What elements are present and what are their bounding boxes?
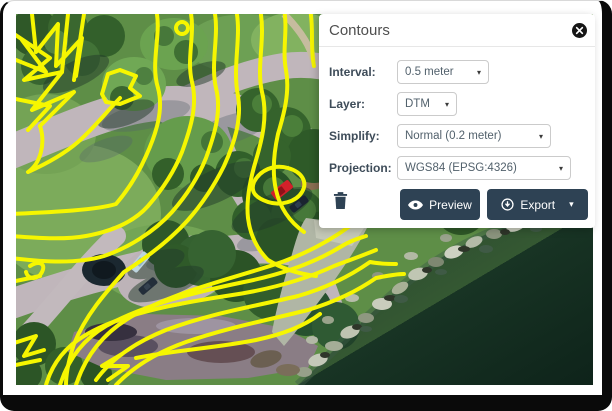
layer-row: Layer: DTM ▾ xyxy=(319,92,595,116)
simplify-select[interactable]: Normal (0.2 meter) ▾ xyxy=(397,124,551,148)
preview-label: Preview xyxy=(429,197,472,212)
dropdown-caret-icon: ▾ xyxy=(558,163,563,173)
layer-select[interactable]: DTM ▾ xyxy=(397,92,457,116)
panel-title: Contours xyxy=(329,22,390,39)
chevron-down-icon[interactable]: ▾ xyxy=(569,199,574,209)
projection-select[interactable]: WGS84 (EPSG:4326) ▾ xyxy=(397,156,571,180)
dropdown-caret-icon: ▾ xyxy=(538,131,543,141)
interval-value: 0.5 meter xyxy=(405,66,454,78)
projection-row: Projection: WGS84 (EPSG:4326) ▾ xyxy=(319,156,595,180)
delete-button[interactable] xyxy=(331,191,349,213)
preview-button[interactable]: Preview xyxy=(400,189,480,220)
simplify-label: Simplify: xyxy=(329,129,380,143)
actions-row: Preview Export ▾ xyxy=(319,189,595,220)
trash-icon xyxy=(333,192,347,209)
layer-label: Layer: xyxy=(329,97,366,111)
download-circle-icon xyxy=(501,198,514,211)
close-button[interactable] xyxy=(572,23,587,38)
export-label: Export xyxy=(520,197,556,212)
contours-panel: Contours Interval: 0.5 meter ▾ Layer: DT… xyxy=(319,14,595,228)
layer-value: DTM xyxy=(405,98,430,110)
projection-label: Projection: xyxy=(329,161,392,175)
export-button[interactable]: Export ▾ xyxy=(487,189,588,220)
divider xyxy=(319,46,595,47)
projection-value: WGS84 (EPSG:4326) xyxy=(405,162,517,174)
close-icon xyxy=(572,23,587,38)
interval-select[interactable]: 0.5 meter ▾ xyxy=(397,60,489,84)
interval-row: Interval: 0.5 meter ▾ xyxy=(319,60,595,84)
contour-overlay xyxy=(16,14,406,385)
viewer-page: Contours Interval: 0.5 meter ▾ Layer: DT… xyxy=(3,1,602,395)
eye-icon xyxy=(408,200,424,209)
simplify-value: Normal (0.2 meter) xyxy=(405,130,502,142)
interval-label: Interval: xyxy=(329,65,376,79)
dropdown-caret-icon: ▾ xyxy=(444,99,449,109)
simplify-row: Simplify: Normal (0.2 meter) ▾ xyxy=(319,124,595,148)
dropdown-caret-icon: ▾ xyxy=(476,67,481,77)
